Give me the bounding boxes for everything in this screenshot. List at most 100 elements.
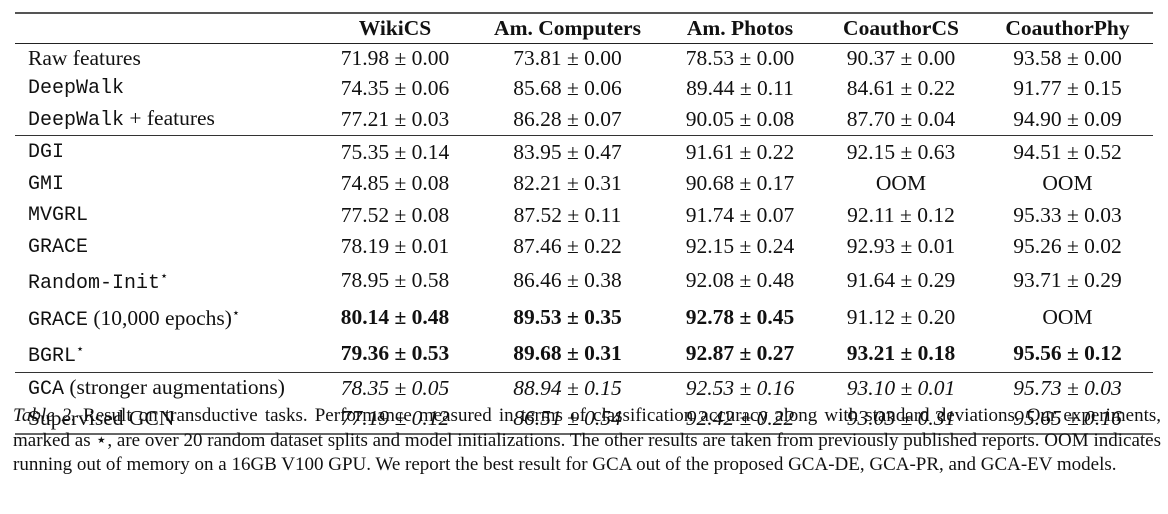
value-cell: 78.53 ± 0.00	[685, 45, 795, 70]
value-cell: 93.21 ± 0.18	[846, 341, 956, 365]
value-cell: 89.68 ± 0.31	[513, 341, 622, 365]
value-cell: 92.11 ± 0.12	[847, 202, 955, 227]
method-cell: DeepWalk + features	[15, 104, 315, 136]
value-cell: 84.61 ± 0.22	[846, 75, 956, 100]
header-method	[15, 13, 315, 43]
value-cell: 93.10 ± 0.01	[846, 376, 956, 400]
table-caption: Table 2. Result on transductive tasks. P…	[13, 404, 1161, 478]
value-cell: 87.52 ± 0.11	[513, 202, 622, 227]
value-cell: 80.14 ± 0.48	[340, 304, 450, 329]
value-cell: 71.98 ± 0.00	[340, 45, 450, 70]
table-row: DeepWalk + features 77.21 ± 0.03 86.28 ± 0…	[15, 104, 1153, 136]
value-cell: 95.65 ± 0.16	[1013, 406, 1122, 430]
header-coauthorcs: CoauthorCS	[843, 16, 959, 40]
table-row: Random-Init⋆ 78.95 ± 0.58 86.46 ± 0.38 92.0…	[15, 262, 1153, 299]
table-row: DeepWalk 74.35 ± 0.06 85.68 ± 0.06 89.44 ± …	[15, 72, 1153, 104]
method-cell: DGI	[15, 136, 315, 168]
value-cell: 95.56 ± 0.12	[1013, 341, 1122, 365]
table-row: BGRL⋆ 79.36 ± 0.53 89.68 ± 0.31 92.87 ± 0.2…	[15, 335, 1153, 372]
method-cell: Supervised GCN	[15, 404, 315, 434]
value-cell: 91.64 ± 0.29	[846, 268, 956, 292]
table-row: DGI 75.35 ± 0.14 83.95 ± 0.47 91.61 ± 0.22 9…	[15, 136, 1153, 168]
value-cell: 74.85 ± 0.08	[340, 171, 450, 195]
star-marker-icon: ⋆	[160, 268, 169, 283]
value-cell: 91.74 ± 0.07	[685, 202, 795, 227]
value-cell: 91.12 ± 0.20	[846, 304, 956, 329]
value-cell: OOM	[1042, 171, 1093, 195]
value-cell: 77.52 ± 0.08	[340, 202, 450, 227]
method-cell: GRACE (10,000 epochs)⋆	[15, 299, 315, 336]
value-cell: 95.26 ± 0.02	[1013, 234, 1122, 258]
method-cell: MVGRL	[15, 199, 315, 231]
method-name: Random-Init	[28, 272, 161, 295]
value-cell: 92.53 ± 0.16	[685, 376, 795, 400]
value-cell: 92.87 ± 0.27	[685, 341, 795, 365]
value-cell: 82.21 ± 0.31	[513, 171, 622, 195]
method-name: DGI	[28, 141, 65, 164]
results-table: WikiCS Am. Computers Am. Photos Coauthor…	[15, 12, 1153, 435]
method-name: GMI	[28, 172, 65, 196]
value-cell: 92.93 ± 0.01	[846, 234, 956, 258]
method-cell: DeepWalk	[15, 72, 315, 104]
baseline-group: Raw features 71.98 ± 0.00 73.81 ± 0.00 78.5…	[15, 43, 1153, 136]
value-cell: 94.51 ± 0.52	[1013, 139, 1122, 164]
value-cell: 93.58 ± 0.00	[1013, 45, 1122, 70]
method-name: Raw features	[28, 45, 141, 70]
value-cell: 77.19 ± 0.12	[340, 406, 450, 430]
value-cell: 92.15 ± 0.63	[846, 139, 956, 164]
star-marker-icon: ⋆	[231, 304, 241, 320]
method-cell: Raw features	[15, 43, 315, 72]
value-cell: 90.68 ± 0.17	[685, 171, 795, 195]
value-cell: 95.73 ± 0.03	[1013, 376, 1122, 400]
value-cell: 77.21 ± 0.03	[340, 107, 450, 131]
value-cell: 78.35 ± 0.05	[340, 376, 450, 400]
method-name: GRACE	[28, 235, 89, 259]
method-cell: GRACE	[15, 231, 315, 263]
value-cell: 90.37 ± 0.00	[846, 45, 956, 70]
table-row: GCA (stronger augmentations) 78.35 ± 0.05…	[15, 372, 1153, 404]
header-wikics: WikiCS	[358, 16, 432, 40]
value-cell: 73.81 ± 0.00	[513, 45, 622, 70]
header-am-computers: Am. Computers	[494, 16, 641, 40]
table-row: MVGRL 77.52 ± 0.08 87.52 ± 0.11 91.74 ± 0.0…	[15, 199, 1153, 231]
table-row: GRACE 78.19 ± 0.01 87.46 ± 0.22 92.15 ± 0.2…	[15, 231, 1153, 263]
value-cell: 92.15 ± 0.24	[685, 234, 795, 258]
method-name: BGRL	[28, 345, 77, 368]
table-row: Supervised GCN 77.19 ± 0.12 86.51 ± 0.54 92…	[15, 404, 1153, 434]
value-cell: 89.44 ± 0.11	[686, 75, 794, 100]
star-marker-icon: ⋆	[76, 341, 85, 356]
value-cell: 93.71 ± 0.29	[1013, 268, 1122, 292]
value-cell: OOM	[875, 171, 927, 195]
table-row: GRACE (10,000 epochs)⋆ 80.14 ± 0.48 89.53 …	[15, 299, 1153, 336]
value-cell: 87.70 ± 0.04	[846, 107, 956, 131]
value-cell: 85.68 ± 0.06	[513, 75, 622, 100]
value-cell: 75.35 ± 0.14	[340, 139, 450, 164]
value-cell: 91.77 ± 0.15	[1013, 75, 1122, 100]
self-supervised-group: DGI 75.35 ± 0.14 83.95 ± 0.47 91.61 ± 0.22 9…	[15, 136, 1153, 372]
method-name: GCA	[28, 377, 65, 401]
method-name: DeepWalk	[28, 108, 125, 132]
method-suffix: (10,000 epochs)	[88, 305, 232, 330]
value-cell: 86.28 ± 0.07	[513, 107, 622, 131]
value-cell: 92.08 ± 0.48	[685, 268, 795, 292]
value-cell: 94.90 ± 0.09	[1013, 107, 1122, 131]
method-cell: GMI	[15, 168, 315, 200]
caption-label: Table 2.	[13, 405, 76, 426]
method-cell: Random-Init⋆	[15, 262, 315, 299]
caption-text: Result on transductive tasks. Performanc…	[13, 405, 1161, 475]
value-cell: 89.53 ± 0.35	[513, 304, 622, 329]
method-name: DeepWalk	[28, 77, 125, 100]
value-cell: 87.46 ± 0.22	[513, 234, 622, 258]
method-cell: BGRL⋆	[15, 335, 315, 372]
value-cell: 95.33 ± 0.03	[1013, 202, 1122, 227]
value-cell: 83.95 ± 0.47	[513, 139, 622, 164]
method-name: GRACE	[28, 308, 89, 332]
value-cell: 90.05 ± 0.08	[685, 107, 795, 131]
value-cell: 79.36 ± 0.53	[340, 341, 450, 365]
header-am-photos: Am. Photos	[686, 16, 794, 40]
method-name: MVGRL	[28, 204, 89, 227]
value-cell: 86.46 ± 0.38	[513, 268, 622, 292]
value-cell: 78.95 ± 0.58	[340, 268, 450, 292]
header-row: WikiCS Am. Computers Am. Photos Coauthor…	[15, 13, 1153, 43]
value-cell: OOM	[1042, 304, 1093, 329]
